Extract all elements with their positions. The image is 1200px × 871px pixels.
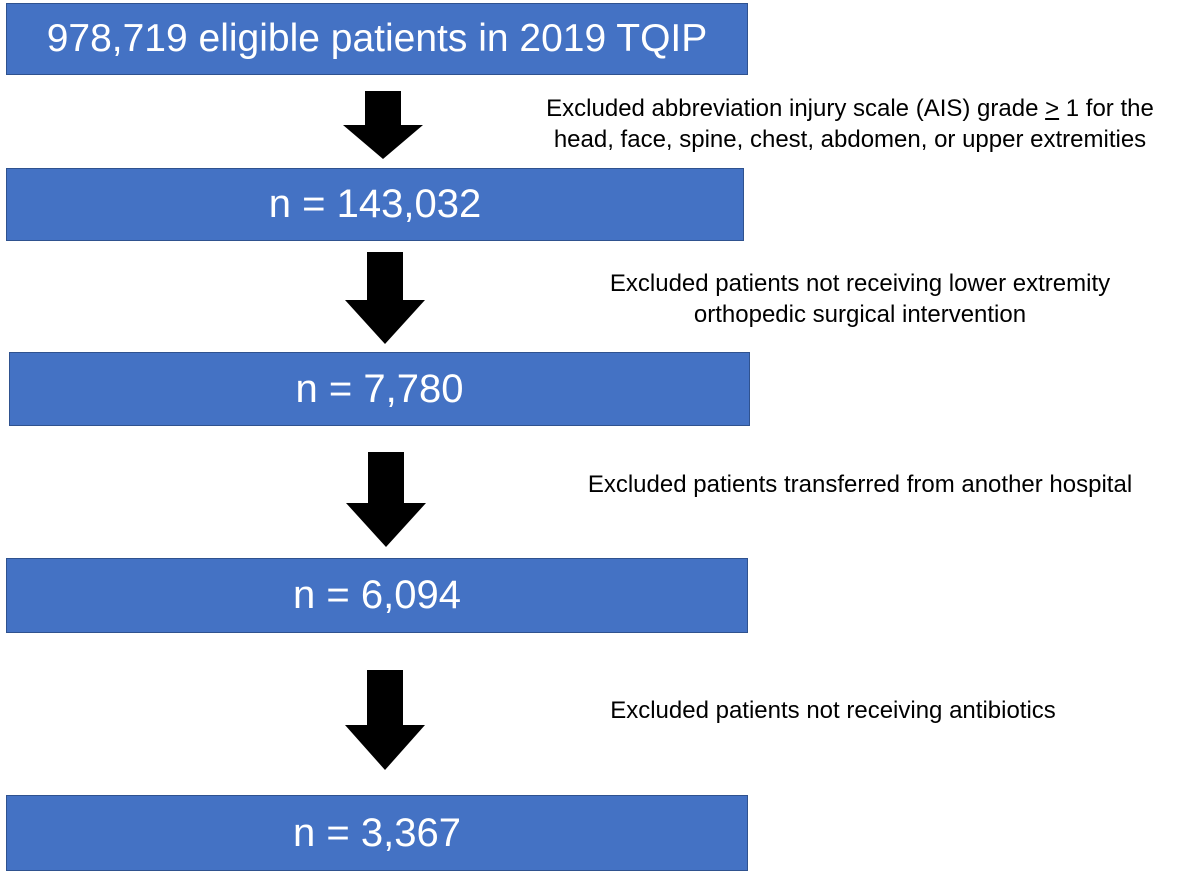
flow-box-after-ais: n = 143,032	[6, 168, 744, 241]
exclusion-note-line: Excluded abbreviation injury scale (AIS)…	[546, 95, 1154, 122]
exclusion-note-surgery: Excluded patients not receiving lower ex…	[460, 268, 1200, 330]
greater-equal-symbol: >	[1045, 95, 1060, 122]
exclusion-note-line: Excluded patients transferred from anoth…	[587, 471, 1133, 498]
flow-box-label: n = 7,780	[295, 366, 464, 411]
exclusion-note-transfer: Excluded patients transferred from anoth…	[460, 469, 1200, 500]
exclusion-note-line: head, face, spine, chest, abdomen, or up…	[553, 126, 1147, 153]
flow-box-label: n = 6,094	[293, 573, 461, 617]
flow-box-after-transfer: n = 6,094	[6, 558, 748, 633]
down-arrow-icon	[345, 670, 425, 770]
down-arrow-icon	[345, 252, 425, 344]
down-arrow-icon	[346, 452, 426, 547]
flow-box-label: n = 143,032	[268, 182, 482, 226]
flow-box-label: n = 3,367	[293, 810, 461, 855]
exclusion-note-ais: Excluded abbreviation injury scale (AIS)…	[500, 93, 1200, 155]
exclusion-note-line: Excluded patients not receiving antibiot…	[610, 697, 1056, 724]
exclusion-note-antibiotics: Excluded patients not receiving antibiot…	[433, 695, 1200, 726]
exclusion-note-line: Excluded patients not receiving lower ex…	[609, 270, 1111, 297]
flow-box-eligible: 978,719 eligible patients in 2019 TQIP	[6, 3, 748, 75]
flow-box-label: 978,719 eligible patients in 2019 TQIP	[46, 17, 708, 60]
exclusion-note-line: orthopedic surgical intervention	[693, 301, 1027, 328]
flow-box-after-surgery: n = 7,780	[9, 352, 750, 426]
flow-box-final-cohort: n = 3,367	[6, 795, 748, 871]
down-arrow-icon	[343, 91, 423, 159]
